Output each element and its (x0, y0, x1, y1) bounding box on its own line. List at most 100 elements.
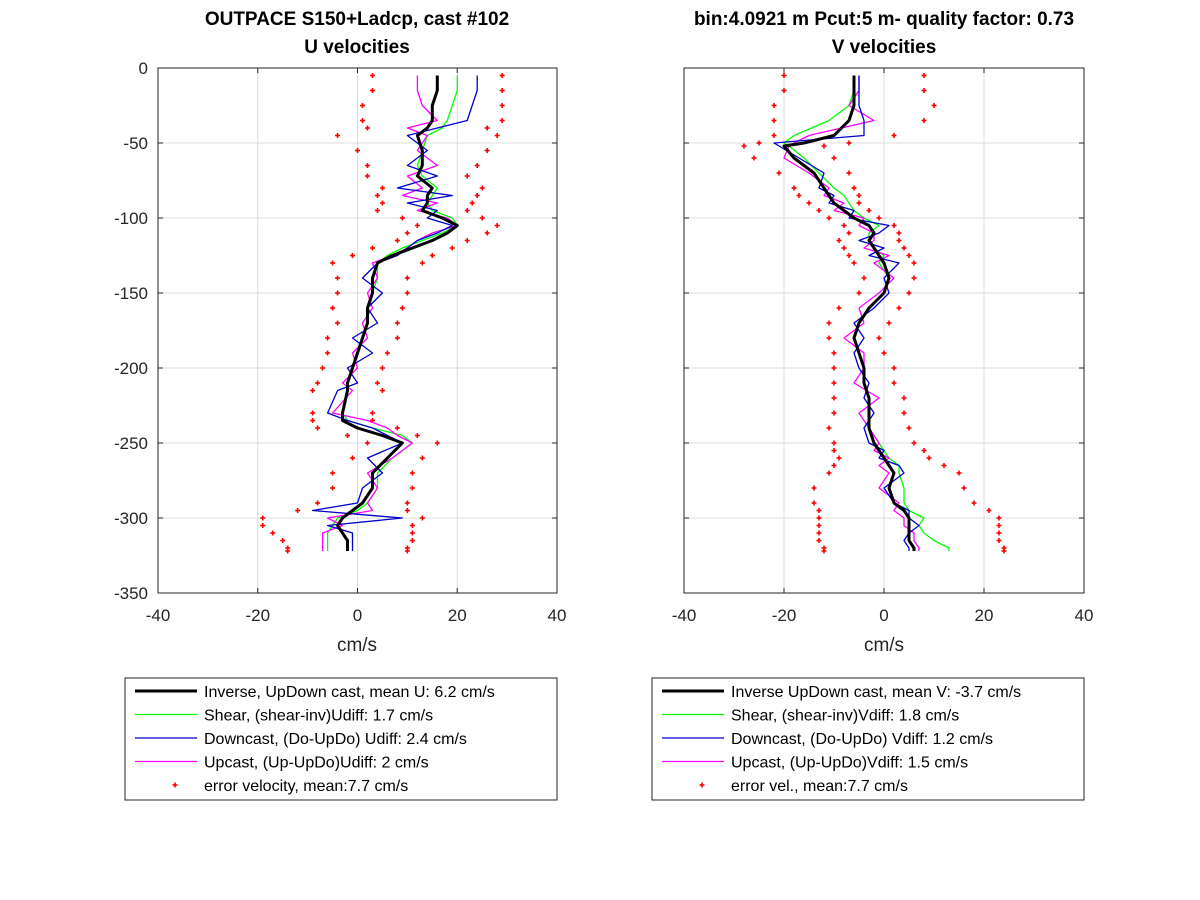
v-error-velocity-point (956, 470, 962, 476)
v-error-velocity-point (791, 185, 797, 191)
v-error-velocity-point (821, 548, 827, 554)
v-x-tick-label: -40 (672, 606, 697, 625)
v-error-velocity-point (816, 523, 822, 528)
v-legend-label: Shear, (shear-inv)Vdiff: 1.8 cm/s (731, 708, 959, 725)
v-x-axis-label: cm/s (864, 635, 904, 656)
v-x-tick-label: 0 (879, 606, 888, 625)
u-x-tick-label: 0 (353, 606, 362, 625)
u-error-velocity-point (494, 223, 500, 228)
u-error-velocity-point (479, 215, 485, 221)
v-error-velocity-point (841, 223, 847, 228)
v-error-velocity-point (816, 515, 822, 521)
u-legend-entry: Shear, (shear-inv)Udiff: 1.7 cm/s (135, 708, 433, 725)
v-error-velocity-point (776, 170, 782, 176)
u-error-velocity-point (325, 335, 331, 341)
u-y-tick-label: -200 (114, 359, 148, 378)
u-error-velocity-point (335, 320, 341, 326)
u-error-velocity-point (479, 185, 485, 191)
u-error-velocity-point (419, 455, 425, 461)
u-series-group (260, 73, 505, 554)
v-chart-title-line1: bin:4.0921 m Pcut:5 m- quality factor: 0… (694, 9, 1074, 30)
u-error-velocity-point (409, 470, 415, 476)
u-error-velocity-point (315, 380, 321, 386)
v-error-velocity-point (846, 170, 852, 176)
u-error-velocity-point (364, 125, 370, 131)
v-error-velocity-point (826, 320, 832, 326)
v-legend-entry: Upcast, (Up-UpDo)Vdiff: 1.5 cm/s (662, 755, 968, 772)
u-chart-title-line1: OUTPACE S150+Ladcp, cast #102 (205, 9, 509, 30)
v-error-velocity-point (921, 73, 927, 78)
v-error-velocity-point (831, 350, 837, 356)
u-error-velocity-point (409, 530, 415, 536)
u-error-velocity-point (394, 425, 400, 431)
u-x-tick-label: -40 (146, 606, 171, 625)
u-x-tick-label: 40 (548, 606, 567, 625)
v-error-velocity-point (851, 260, 857, 266)
v-x-tick-label: 40 (1075, 606, 1094, 625)
v-error-velocity-point (856, 290, 862, 296)
u-error-velocity-point (320, 365, 326, 371)
v-error-velocity-point (921, 88, 927, 93)
v-error-velocity-point (861, 275, 867, 281)
v-error-velocity-point (911, 440, 917, 446)
v-inverse-velocity-line (782, 75, 916, 551)
v-error-velocity-point (911, 260, 917, 266)
u-error-velocity-point (369, 245, 375, 251)
v-error-velocity-point (986, 508, 992, 513)
u-y-tick-label: -250 (114, 434, 148, 453)
v-error-velocity-point (771, 103, 777, 108)
v-error-velocity-point (846, 253, 852, 258)
u-error-velocity-point (369, 410, 375, 416)
v-error-velocity-point (741, 143, 747, 149)
u-error-velocity-point (350, 455, 356, 461)
u-legend-label: Downcast, (Do-UpDo) Udiff: 2.4 cm/s (204, 731, 467, 748)
u-error-velocity-point (369, 73, 375, 78)
u-error-velocity-point (280, 538, 286, 543)
v-error-velocity-point (901, 245, 907, 251)
v-error-velocity-point (836, 305, 842, 311)
v-legend-entry: Inverse UpDown cast, mean V: -3.7 cm/s (662, 684, 1021, 701)
u-error-velocity-point (374, 380, 380, 386)
v-error-velocity-point (866, 208, 872, 213)
u-shear-velocity-line (326, 75, 458, 551)
u-error-velocity-point (404, 230, 410, 236)
v-legend-label: error vel., mean:7.7 cm/s (731, 778, 908, 795)
u-error-velocity-point (404, 508, 410, 513)
u-error-velocity-point (330, 260, 336, 266)
v-error-velocity-point (831, 463, 837, 468)
v-velocity-panel: bin:4.0921 m Pcut:5 m- quality factor: 0… (672, 9, 1094, 656)
v-legend-label: Upcast, (Up-UpDo)Vdiff: 1.5 cm/s (731, 755, 968, 772)
u-y-tick-label: -50 (123, 134, 148, 153)
u-error-velocity-point (355, 148, 360, 153)
u-legend: Inverse, UpDown cast, mean U: 6.2 cm/s Sh… (124, 677, 558, 801)
v-legend-entries: Inverse UpDown cast, mean V: -3.7 cm/s Sh… (662, 684, 1021, 795)
u-legend-entry: error velocity, mean:7.7 cm/s (172, 778, 408, 795)
v-error-velocity-point (806, 200, 812, 206)
u-error-velocity-point (374, 208, 380, 213)
v-error-velocity-point (996, 538, 1002, 543)
u-error-velocity-point (499, 73, 505, 78)
v-error-velocity-point (891, 380, 897, 386)
v-error-velocity-point (756, 140, 762, 146)
v-error-velocity-point (816, 208, 822, 213)
u-legend-entries: Inverse, UpDown cast, mean U: 6.2 cm/s Sh… (135, 684, 495, 795)
v-error-velocity-point (1001, 548, 1007, 554)
u-upcast-velocity-line (321, 75, 458, 551)
v-error-velocity-point (826, 335, 832, 341)
u-error-velocity-point (325, 350, 331, 356)
u-axis-ticks: -40 -20 0 20 400-50-100-150-200-250-300-350 (114, 59, 566, 625)
u-error-velocity-point (310, 388, 316, 393)
v-legend-entry: error vel., mean:7.7 cm/s (699, 778, 908, 795)
v-x-tick-label: -20 (772, 606, 797, 625)
u-error-velocity-point (330, 485, 336, 491)
v-error-velocity-point (811, 485, 817, 491)
v-error-velocity-point (831, 155, 837, 161)
v-error-velocity-point (931, 103, 937, 108)
v-error-velocity-point (906, 425, 912, 431)
u-error-velocity-point (379, 365, 385, 371)
u-error-velocity-point (494, 133, 500, 138)
v-error-velocity-point (886, 320, 892, 326)
u-error-velocity-point (404, 500, 410, 506)
u-error-velocity-point (359, 103, 365, 108)
u-error-velocity-point (449, 245, 455, 251)
